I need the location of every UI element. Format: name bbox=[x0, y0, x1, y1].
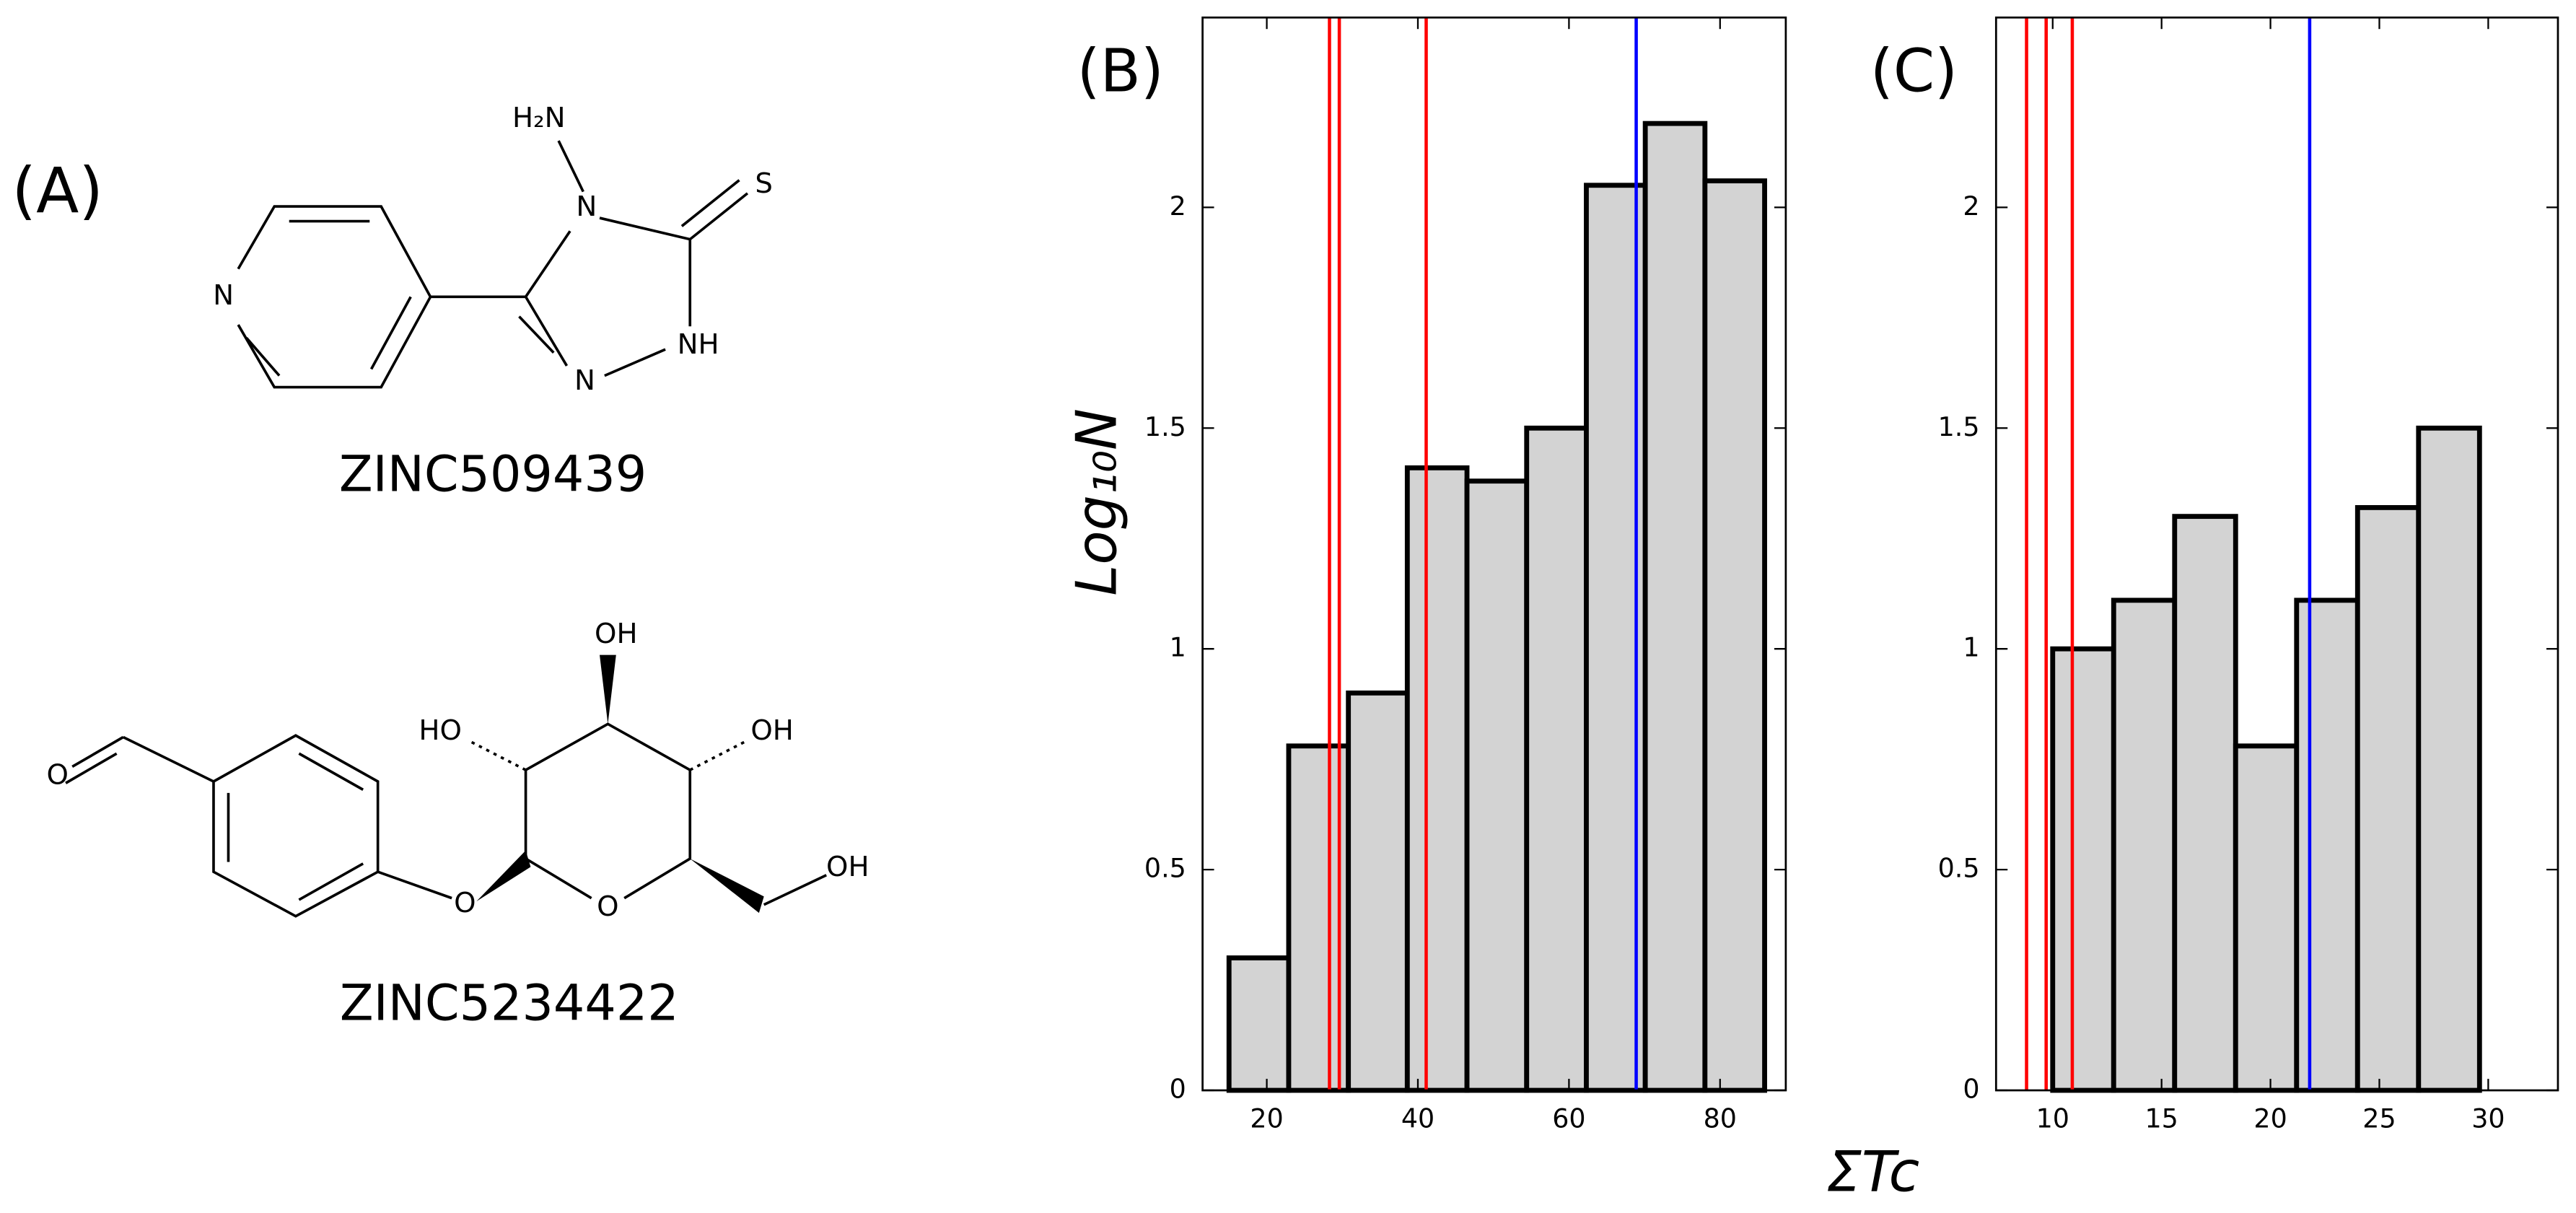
histogram-bar bbox=[1226, 955, 1292, 1093]
x-tick-label: 15 bbox=[2145, 1103, 2178, 1134]
axes-frame bbox=[1994, 16, 2559, 1092]
atom-label: N bbox=[574, 364, 595, 397]
panel-label: (A) bbox=[12, 155, 103, 227]
y-axis-label: Log₁₀N bbox=[1064, 408, 1129, 596]
atom-label: OH bbox=[826, 851, 869, 883]
molecule-name: ZINC5234422 bbox=[340, 975, 679, 1032]
panel-label: (C) bbox=[1870, 37, 1958, 105]
histogram-bar bbox=[2050, 646, 2116, 1093]
histogram-bar bbox=[1642, 121, 1708, 1093]
x-tick-label: 30 bbox=[2471, 1103, 2505, 1134]
atom-label: N bbox=[576, 191, 597, 223]
histogram-bar bbox=[1404, 465, 1470, 1093]
histogram-bar bbox=[2354, 504, 2422, 1093]
y-tick-label: 0 bbox=[1170, 1074, 1186, 1105]
x-tick-label: 10 bbox=[2036, 1103, 2069, 1134]
atom-label: HO bbox=[419, 714, 462, 747]
atom-label: H₂N bbox=[512, 102, 566, 134]
x-tick-label: 25 bbox=[2362, 1103, 2396, 1134]
atom-label: NH bbox=[678, 328, 719, 361]
y-tick-label: 1 bbox=[1170, 632, 1186, 663]
histogram-bar bbox=[2172, 514, 2238, 1093]
x-tick-label: 80 bbox=[1704, 1103, 1737, 1134]
atom-label: OH bbox=[595, 618, 638, 650]
histogram-bar bbox=[2416, 425, 2482, 1093]
histogram-bar bbox=[1346, 690, 1410, 1093]
atom-label: OH bbox=[750, 714, 794, 747]
x-tick-label: 60 bbox=[1552, 1103, 1585, 1134]
y-tick-label: 2 bbox=[1963, 191, 1979, 222]
histogram-bar bbox=[2111, 597, 2178, 1093]
panel-label: (B) bbox=[1077, 37, 1164, 105]
histogram-bar bbox=[1702, 178, 1767, 1093]
atom-label: O bbox=[454, 887, 476, 919]
atom-label: N bbox=[213, 279, 234, 312]
atom-label: O bbox=[597, 890, 618, 923]
y-tick-label: 0 bbox=[1963, 1074, 1979, 1105]
x-tick-label: 20 bbox=[2253, 1103, 2287, 1134]
molecule-structure bbox=[237, 140, 749, 389]
histogram-bar bbox=[1464, 478, 1530, 1093]
y-tick-label: 1.5 bbox=[1144, 411, 1186, 442]
y-tick-label: 0.5 bbox=[1938, 853, 1980, 884]
histogram-bar bbox=[2233, 743, 2300, 1093]
y-tick-label: 1 bbox=[1963, 632, 1979, 663]
x-tick-label: 20 bbox=[1250, 1103, 1283, 1134]
atom-label: O bbox=[46, 759, 68, 792]
y-tick-label: 0.5 bbox=[1144, 853, 1186, 884]
y-tick-label: 2 bbox=[1170, 191, 1186, 222]
axes-frame bbox=[1201, 16, 1787, 1092]
molecule-name: ZINC509439 bbox=[339, 446, 647, 503]
molecule-structure bbox=[65, 654, 828, 918]
x-tick-label: 40 bbox=[1401, 1103, 1434, 1134]
histogram-bar bbox=[1524, 425, 1589, 1093]
y-tick-label: 1.5 bbox=[1938, 411, 1980, 442]
histogram-bar bbox=[2294, 597, 2360, 1093]
x-axis-label: ΣTc bbox=[1826, 1139, 1919, 1204]
atom-label: S bbox=[755, 167, 773, 200]
